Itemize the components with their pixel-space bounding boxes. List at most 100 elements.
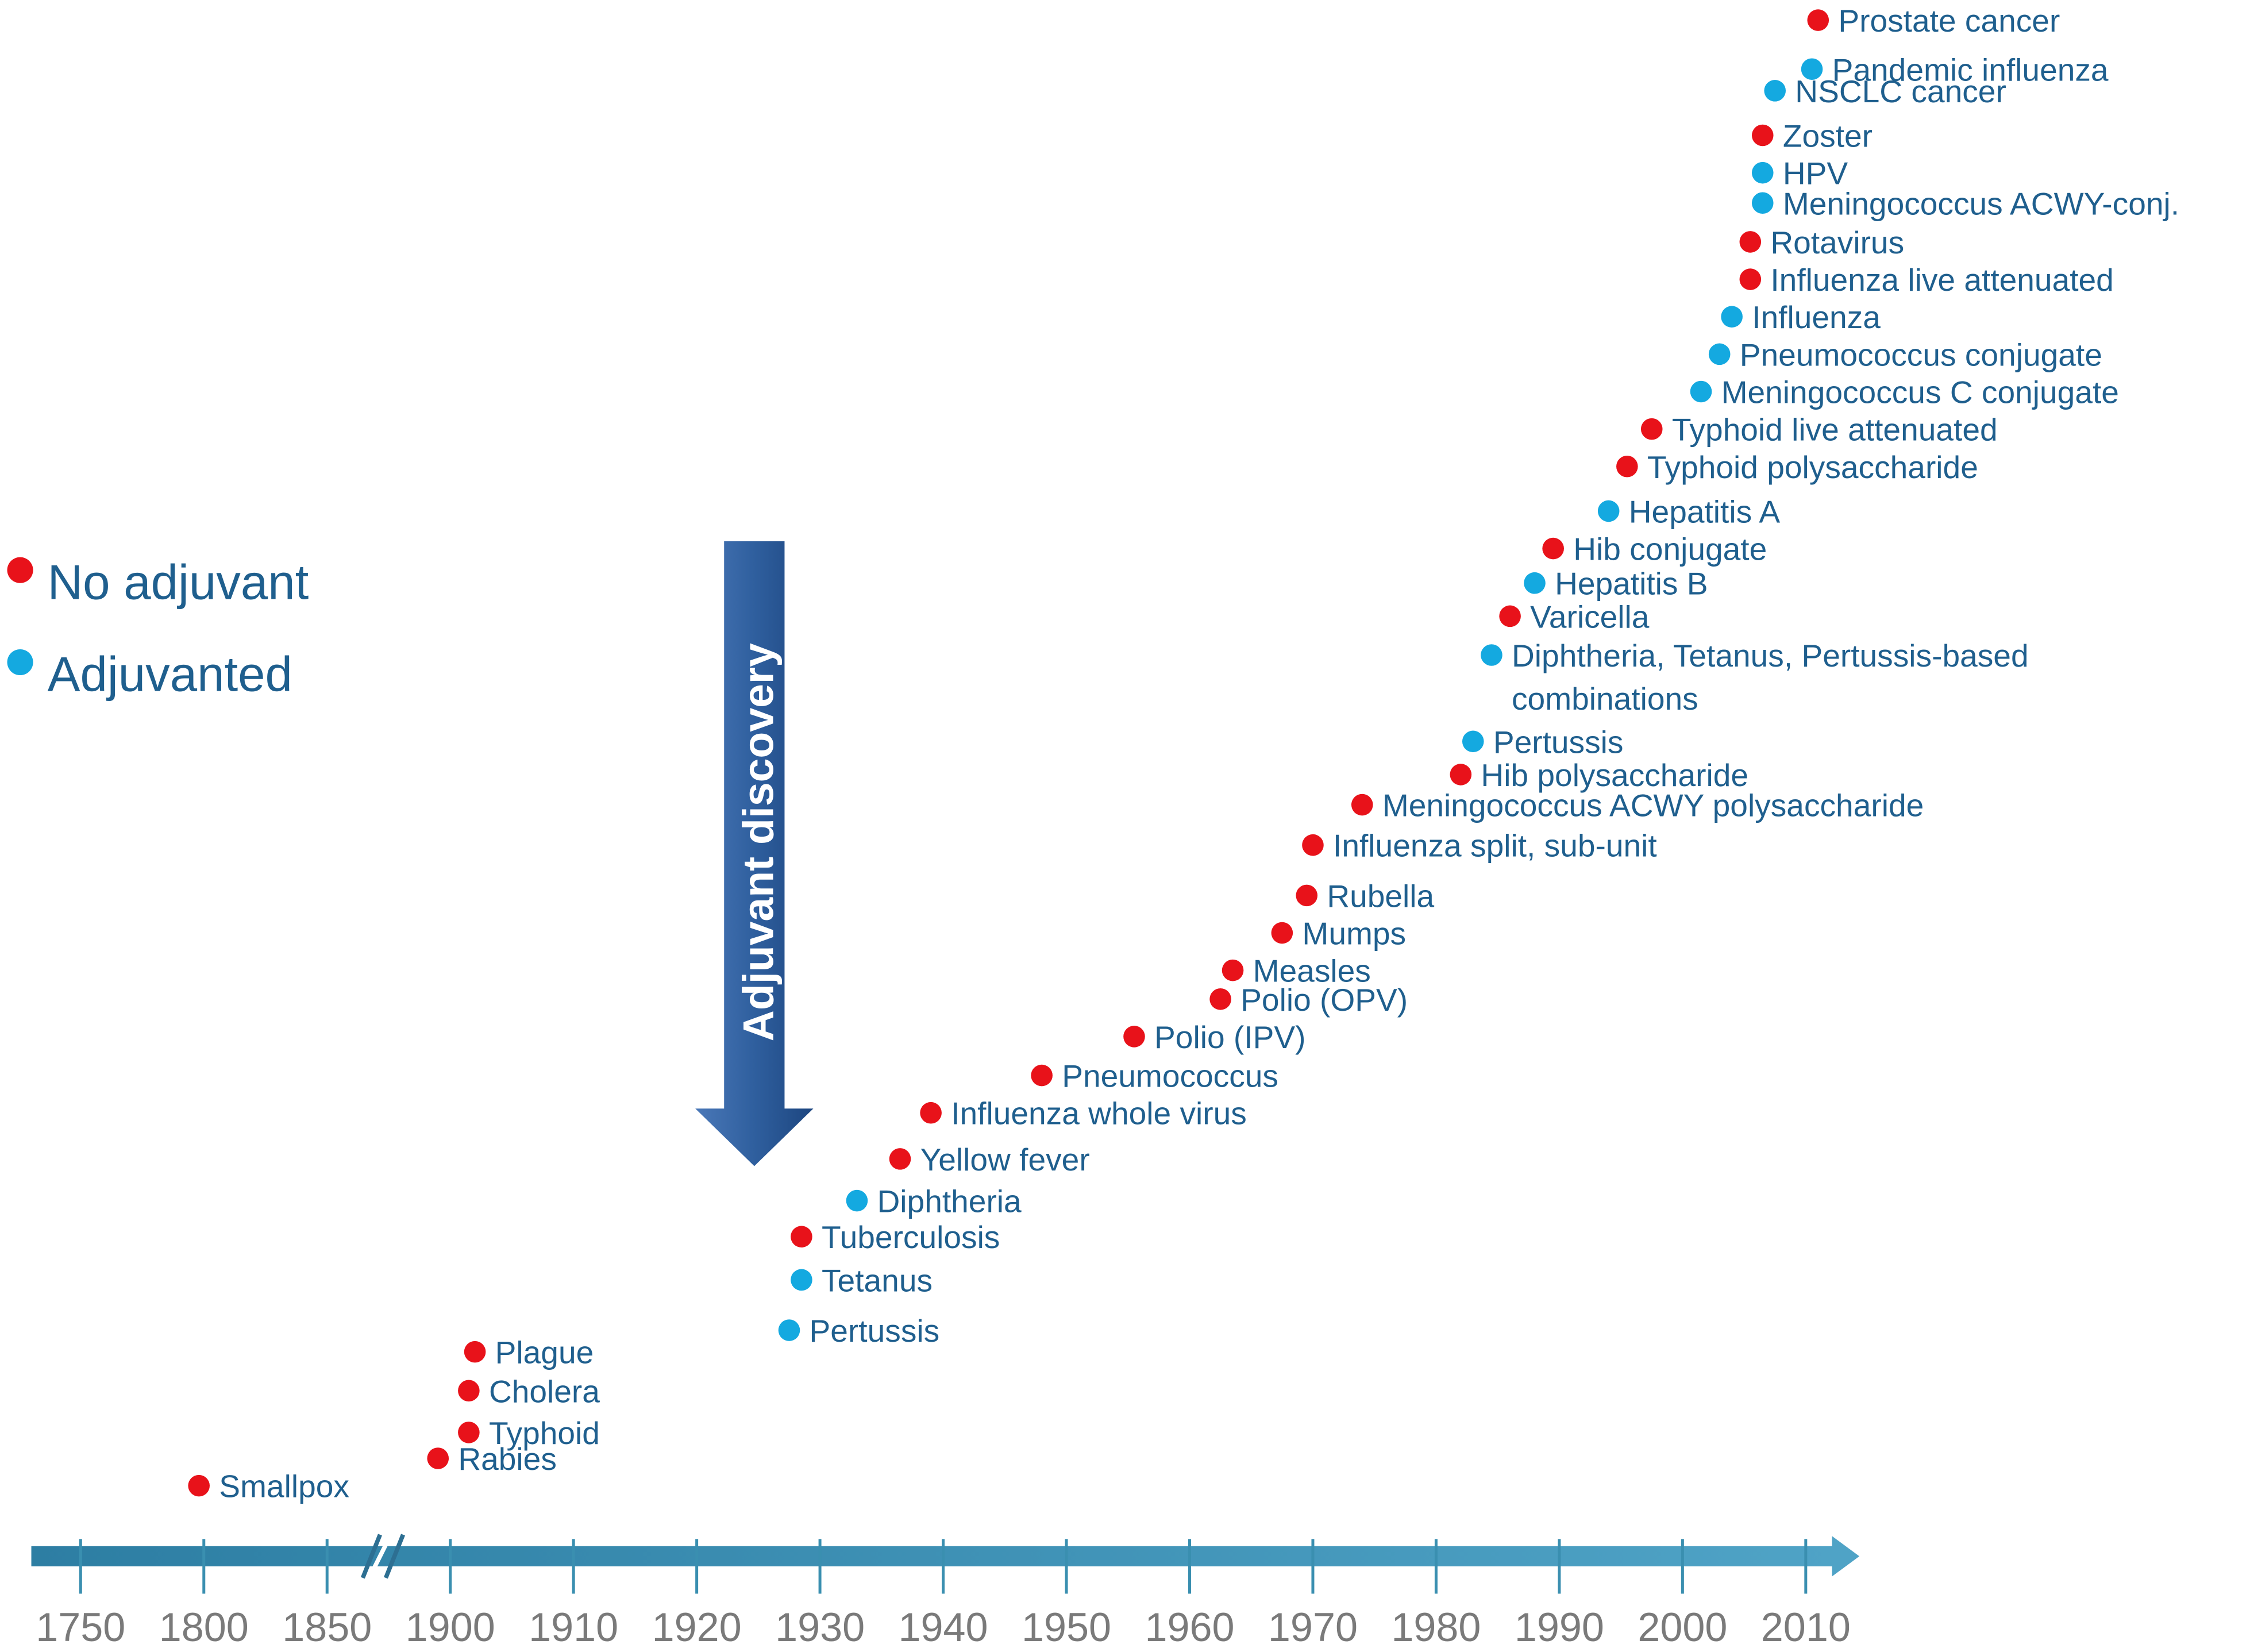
legend-label: Adjuvanted [48, 648, 292, 702]
adjuvant-arrow: Adjuvant discovery [695, 541, 814, 1166]
point [920, 1102, 942, 1124]
point-label: Rabies [458, 1441, 557, 1477]
point [791, 1269, 812, 1291]
axis-break [360, 1534, 406, 1579]
point-label: Influenza split, sub-unit [1333, 828, 1657, 864]
x-tick-label: 1920 [652, 1604, 742, 1650]
point [791, 1226, 812, 1247]
axis-break-gap [369, 1538, 391, 1575]
point [1597, 500, 1620, 522]
x-tick-label: 1930 [775, 1604, 865, 1650]
point [1721, 306, 1743, 328]
point [1123, 1026, 1145, 1048]
point-label: Typhoid live attenuated [1672, 412, 1998, 448]
point-label: Hib conjugate [1573, 532, 1767, 567]
point [1739, 268, 1762, 290]
axis-line [31, 1546, 1835, 1566]
point [1801, 58, 1823, 80]
x-tick-label: 1900 [406, 1604, 495, 1650]
point [1616, 455, 1638, 477]
legend-label: No adjuvant [48, 555, 309, 610]
point-label: Hepatitis B [1555, 566, 1708, 602]
point-label: Typhoid polysaccharide [1647, 449, 1978, 485]
point-label: Influenza live attenuated [1770, 262, 2113, 298]
point-label: Pneumococcus conjugate [1740, 337, 2102, 372]
point-label: Hepatitis A [1629, 494, 1781, 529]
point-label: NSCLC cancer [1795, 74, 2006, 109]
point-label: Diphtheria, Tetanus, Pertussis-based comb… [1512, 638, 2029, 717]
point-label: Meningococcus ACWY-conj. [1783, 186, 2179, 221]
point [778, 1319, 800, 1341]
x-tick-label: 1750 [36, 1604, 125, 1650]
point [1690, 380, 1712, 403]
point [1751, 124, 1774, 147]
annotation: Adjuvant discovery [734, 643, 782, 1042]
point-label: Polio (OPV) [1240, 982, 1408, 1018]
x-tick-label: 1850 [282, 1604, 372, 1650]
point [1351, 794, 1373, 816]
legend-swatch [7, 649, 33, 676]
x-tick-label: 1990 [1515, 1604, 1604, 1650]
point-label: Prostate cancer [1838, 3, 2060, 38]
x-tick-label: 2000 [1638, 1604, 1727, 1650]
point-label: Rotavirus [1770, 225, 1904, 260]
point-label: Hib polysaccharide [1481, 757, 1748, 793]
point-label: Pertussis [1493, 724, 1624, 760]
point-label: Rubella [1327, 878, 1434, 914]
point [1751, 161, 1774, 184]
point-label: Measles [1253, 953, 1371, 989]
point [1807, 9, 1829, 31]
point [427, 1447, 449, 1469]
x-tick-label: 1800 [159, 1604, 249, 1650]
point [1450, 764, 1472, 785]
point [458, 1380, 480, 1402]
point-label: Diphtheria [877, 1184, 1022, 1219]
label-line: Diphtheria, Tetanus, Pertussis-based [1512, 638, 2029, 673]
point [1764, 80, 1786, 102]
point [1302, 834, 1324, 856]
point-label: Influenza [1752, 299, 1881, 335]
point-label: Plague [495, 1335, 594, 1370]
x-tick-label: 1910 [529, 1604, 618, 1650]
point [1462, 730, 1484, 753]
point [1499, 605, 1521, 627]
point [1751, 192, 1774, 214]
x-tick-label: 1960 [1145, 1604, 1234, 1650]
point [464, 1341, 486, 1363]
point-label: Pertussis [810, 1313, 940, 1349]
legend: No adjuvant Adjuvanted [7, 555, 309, 702]
point-label: Smallpox [219, 1469, 349, 1504]
axis-arrowhead [1832, 1536, 1860, 1577]
point-label: Mumps [1302, 916, 1406, 952]
point-label: Tetanus [822, 1262, 933, 1298]
legend-swatch [7, 557, 33, 583]
point-label: Pandemic influenza [1832, 52, 2109, 87]
label-line: combinations [1512, 681, 1698, 717]
point [188, 1474, 210, 1497]
point [1524, 572, 1546, 594]
point [1209, 988, 1231, 1010]
point-label: Zoster [1783, 118, 1873, 154]
x-tick-label: 1970 [1268, 1604, 1358, 1650]
point [1739, 231, 1762, 253]
x-tick-label: 1940 [899, 1604, 988, 1650]
point-label: Yellow fever [920, 1142, 1090, 1177]
point [1542, 537, 1564, 560]
point [1222, 959, 1244, 981]
time-axis: 1750 1800 1850 1900 1910 1920 1930 1940 1950 1960… [31, 1534, 1860, 1650]
point-label: HPV [1783, 156, 1848, 191]
point [1708, 343, 1731, 365]
point-label: Tuberculosis [822, 1219, 1000, 1255]
point-label: Pneumococcus [1062, 1058, 1278, 1094]
point [1031, 1064, 1053, 1087]
x-tick-label: 2010 [1761, 1604, 1851, 1650]
point-label: Typhoid [489, 1415, 600, 1451]
point [846, 1189, 868, 1212]
point [458, 1422, 480, 1443]
point-label: Polio (IPV) [1154, 1019, 1305, 1055]
point [1481, 644, 1502, 666]
point-label: Meningococcus C conjugate [1721, 375, 2119, 410]
